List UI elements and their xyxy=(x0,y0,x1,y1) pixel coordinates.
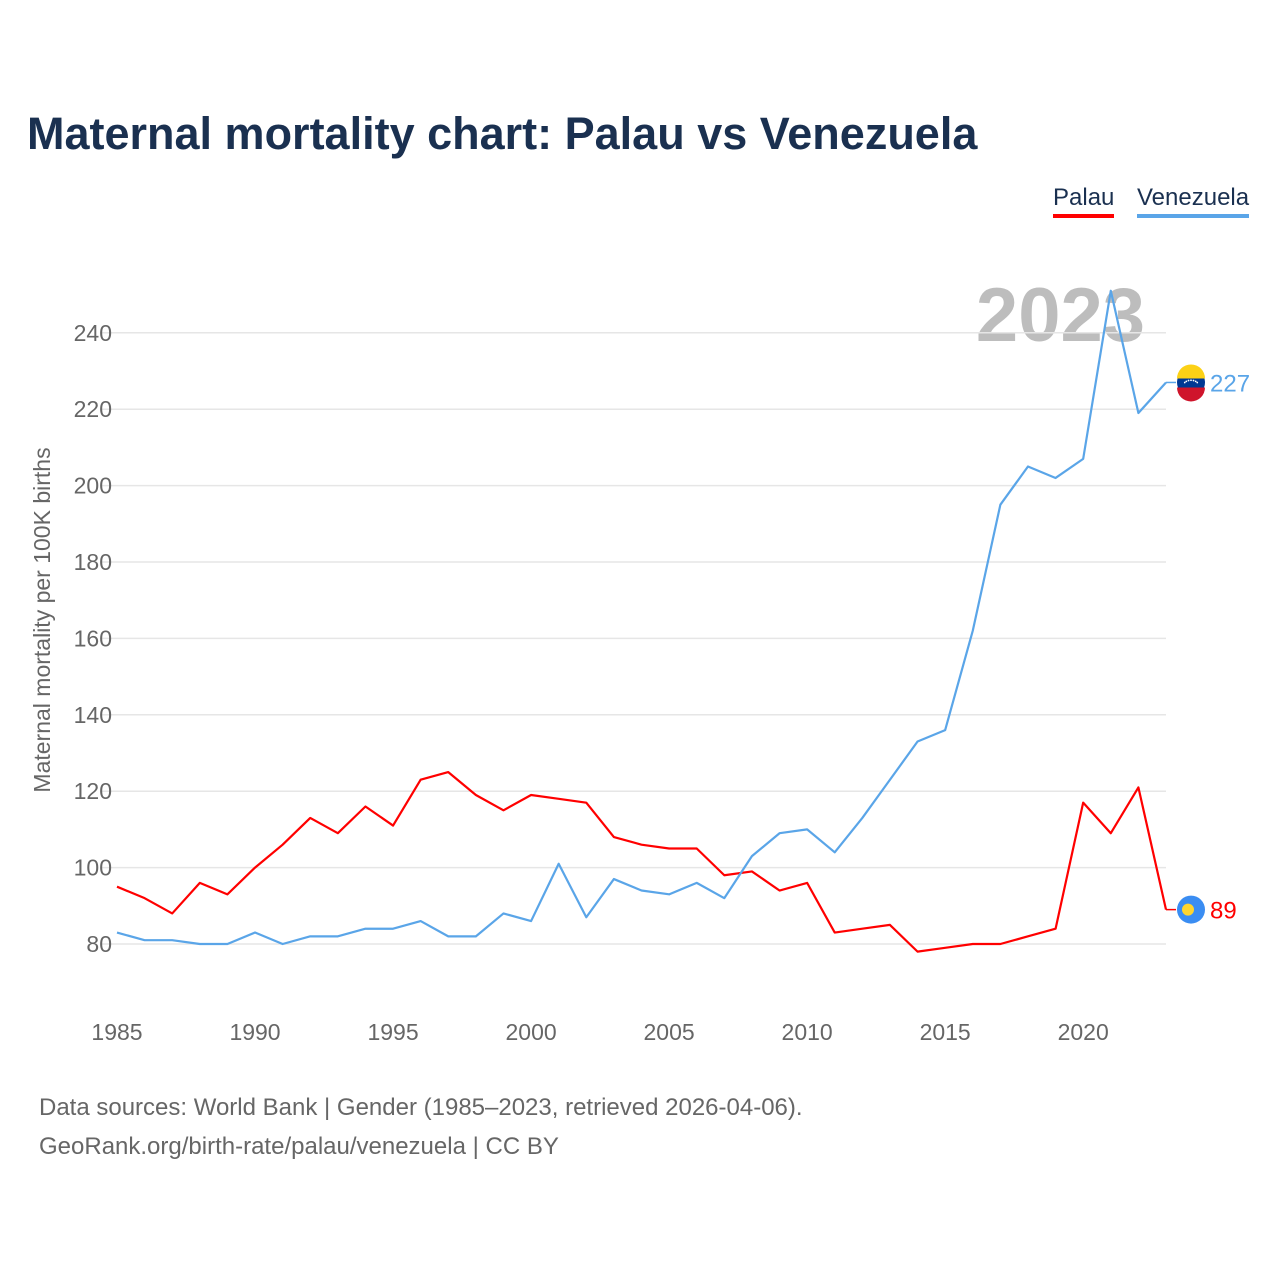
series-line-venezuela xyxy=(116,289,1167,946)
x-tick-label: 2005 xyxy=(644,1019,695,1045)
flag-moon xyxy=(1182,903,1194,916)
x-tick-label: 1995 xyxy=(367,1019,418,1045)
legend-palau[interactable]: Palau xyxy=(1053,184,1115,218)
x-tick-label: 2015 xyxy=(920,1019,971,1045)
y-tick-label: 140 xyxy=(74,702,112,728)
y-tick-label: 100 xyxy=(74,855,112,881)
end-value-label: 89 xyxy=(1210,898,1237,925)
flag-stripe-yellow xyxy=(1177,364,1205,379)
y-tick-label: 240 xyxy=(74,320,112,346)
x-tick-label: 2000 xyxy=(505,1019,556,1045)
series-line-palau xyxy=(116,770,1168,953)
x-tick-label: 1985 xyxy=(91,1019,142,1045)
footer-link[interactable]: GeoRank.org/birth-rate/palau/venezuela |… xyxy=(39,1133,559,1160)
x-tick-label: 2020 xyxy=(1058,1019,1109,1045)
footer-sources: Data sources: World Bank | Gender (1985–… xyxy=(39,1094,803,1121)
footer: Data sources: World Bank | Gender (1985–… xyxy=(39,1088,803,1166)
y-tick-label: 120 xyxy=(74,778,112,804)
y-axis-title: Maternal mortality per 100K births xyxy=(29,447,55,792)
flag-star xyxy=(1192,379,1195,382)
flag-star xyxy=(1187,379,1190,382)
year-watermark: 2023 xyxy=(976,273,1145,358)
flag-star xyxy=(1196,381,1199,384)
y-tick-label: 160 xyxy=(74,625,112,651)
y-tick-label: 220 xyxy=(74,396,112,422)
x-tick-label: 2010 xyxy=(782,1019,833,1045)
flag-star xyxy=(1185,380,1188,383)
flag-star xyxy=(1194,380,1197,383)
legend-venezuela[interactable]: Venezuela xyxy=(1137,184,1250,218)
flag-star xyxy=(1190,379,1192,382)
y-tick-label: 180 xyxy=(74,549,112,575)
x-tick-label: 1990 xyxy=(229,1019,280,1045)
y-tick-label: 200 xyxy=(74,473,112,499)
y-tick-label: 80 xyxy=(86,931,112,957)
flag-star xyxy=(1183,381,1186,384)
end-value-label: 227 xyxy=(1210,370,1250,397)
chart-title: Maternal mortality chart: Palau vs Venez… xyxy=(27,108,978,159)
flag-stripe-red xyxy=(1177,387,1205,402)
